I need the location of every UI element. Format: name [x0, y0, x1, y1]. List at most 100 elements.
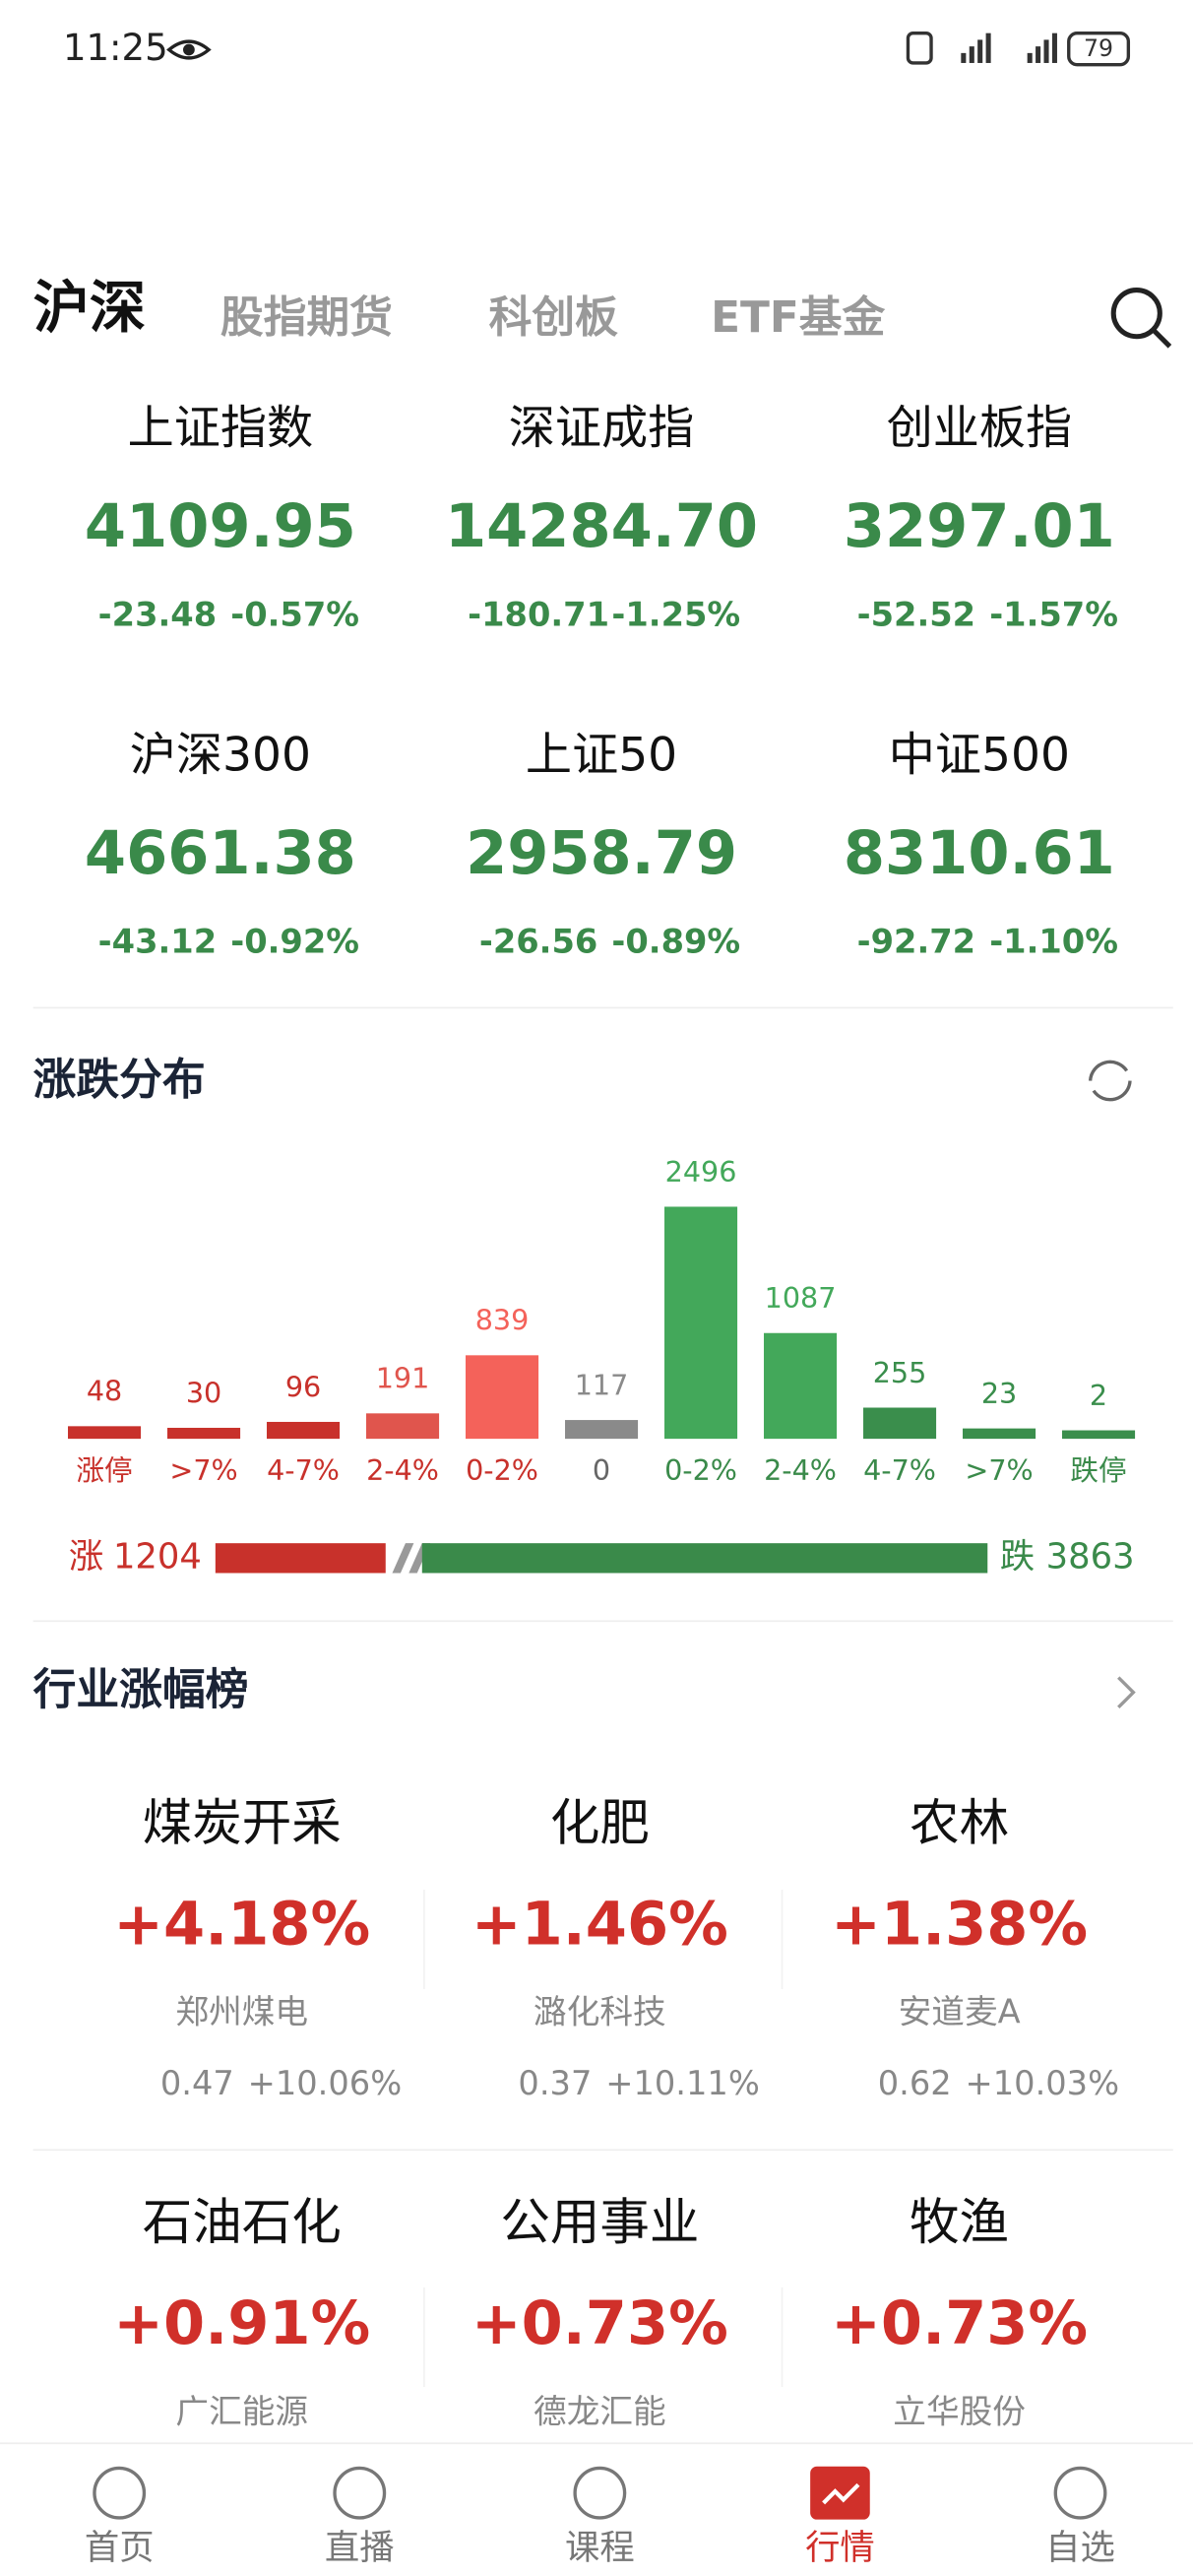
- stock-pct: +10.03%: [966, 2064, 1120, 2102]
- bar: [565, 1420, 639, 1440]
- up-count: 1204: [113, 1536, 202, 1577]
- index-pct: -1.57%: [989, 596, 1118, 634]
- nav-icon: [810, 2466, 870, 2520]
- index-pct: -0.92%: [230, 922, 359, 960]
- index-value: 4661.38: [85, 819, 356, 888]
- bar-value: 30: [186, 1376, 221, 1409]
- index-pct: -1.10%: [989, 922, 1118, 960]
- down-bar: [421, 1543, 988, 1574]
- bar-category: >7%: [965, 1453, 1033, 1487]
- bar: [764, 1332, 838, 1440]
- index-pct: -0.57%: [230, 596, 359, 634]
- industry-pct: +4.18%: [113, 1890, 370, 1959]
- index-name[interactable]: 沪深300: [130, 728, 311, 782]
- stock-pct: +10.06%: [248, 2064, 403, 2102]
- bar-category: 4-7%: [267, 1453, 340, 1487]
- industry-name[interactable]: 石油石化: [143, 2193, 342, 2251]
- leading-stock: 广汇能源: [175, 2392, 308, 2430]
- index-value: 14284.70: [445, 492, 758, 561]
- index-change: -180.71: [468, 596, 609, 634]
- bar: [1062, 1430, 1136, 1440]
- tab[interactable]: 股指期货: [220, 292, 393, 343]
- leading-stock: 立华股份: [893, 2392, 1026, 2430]
- index-change: -43.12: [98, 922, 217, 960]
- industry-pct: +0.73%: [831, 2289, 1088, 2358]
- bar-value: 191: [376, 1362, 430, 1395]
- leading-stock: 安道麦A: [899, 1993, 1021, 2031]
- index-value: 3297.01: [844, 492, 1115, 561]
- search-icon: [1151, 328, 1172, 349]
- index-pct: -1.25%: [611, 596, 740, 634]
- index-name[interactable]: 上证指数: [128, 402, 314, 456]
- tab[interactable]: 科创板: [489, 292, 619, 343]
- bar-value: 48: [87, 1375, 122, 1408]
- nav-icon: [822, 2482, 860, 2505]
- leading-stock: 郑州煤电: [175, 1993, 308, 2031]
- eye-icon: [183, 43, 195, 56]
- stock-price: 0.47: [160, 2064, 234, 2102]
- bar-category: 0: [593, 1453, 610, 1487]
- nav-icon: [93, 2466, 147, 2520]
- industry-pct: +0.73%: [471, 2289, 728, 2358]
- bar-value: 2496: [665, 1155, 737, 1189]
- industry-name[interactable]: 牧渔: [910, 2193, 1009, 2251]
- bar: [167, 1427, 241, 1440]
- bar-category: 0-2%: [466, 1453, 538, 1487]
- bar-category: >7%: [169, 1453, 237, 1487]
- down-count: 3863: [1046, 1536, 1135, 1577]
- nav-label[interactable]: 首页: [85, 2528, 155, 2568]
- industry-name[interactable]: 公用事业: [500, 2193, 699, 2251]
- nav-label[interactable]: 行情: [805, 2528, 875, 2568]
- tab[interactable]: 沪深: [33, 276, 146, 341]
- nav-icon: [333, 2466, 387, 2520]
- bar-value: 117: [575, 1368, 629, 1401]
- nav-bar: [0, 2443, 1193, 2576]
- nav-label[interactable]: 直播: [325, 2528, 395, 2568]
- bar-category: 跌停: [1070, 1453, 1126, 1487]
- chevron[interactable]: [1117, 1676, 1136, 1709]
- refresh-icon[interactable]: [1088, 1060, 1132, 1102]
- nav-label[interactable]: 课程: [565, 2528, 635, 2568]
- bar: [267, 1421, 341, 1440]
- up-label: 涨: [69, 1536, 103, 1577]
- bar-category: 2-4%: [366, 1453, 439, 1487]
- section-title: 行业涨幅榜: [33, 1665, 249, 1715]
- industry-pct: +0.91%: [113, 2289, 370, 2358]
- index-change: -26.56: [479, 922, 597, 960]
- index-value: 4109.95: [85, 492, 356, 561]
- search-icon[interactable]: [1110, 288, 1162, 340]
- time: 11:25: [63, 27, 168, 69]
- signal-icons: [906, 31, 1057, 65]
- stock-pct: +10.11%: [605, 2064, 760, 2102]
- stock-price: 0.37: [518, 2064, 592, 2102]
- industry-name[interactable]: 煤炭开采: [143, 1794, 342, 1852]
- up-bar: [215, 1543, 386, 1574]
- index-change: -23.48: [98, 596, 217, 634]
- bar-category: 4-7%: [863, 1453, 936, 1487]
- index-name[interactable]: 上证50: [526, 728, 677, 782]
- bar: [68, 1426, 142, 1440]
- bar: [863, 1407, 937, 1440]
- industry-name[interactable]: 农林: [910, 1794, 1009, 1852]
- eye-icon: [166, 39, 212, 60]
- bar: [664, 1206, 738, 1440]
- index-name[interactable]: 创业板指: [887, 402, 1073, 456]
- battery-level: 79: [1084, 34, 1113, 62]
- leading-stock: 德龙汇能: [534, 2392, 666, 2430]
- section-title: 涨跌分布: [33, 1055, 206, 1105]
- index-name[interactable]: 中证500: [889, 728, 1070, 782]
- index-name[interactable]: 深证成指: [509, 402, 695, 456]
- bar-value: 2: [1090, 1379, 1107, 1412]
- bar-value: 96: [285, 1370, 321, 1403]
- industry-name[interactable]: 化肥: [550, 1794, 650, 1852]
- separator: [392, 1543, 431, 1574]
- bar-category: 涨停: [76, 1453, 132, 1487]
- bar-value: 839: [475, 1304, 530, 1337]
- tab[interactable]: ETF基金: [711, 292, 885, 343]
- battery: [1067, 31, 1131, 67]
- stock-price: 0.62: [878, 2064, 952, 2102]
- nav-label[interactable]: 自选: [1045, 2528, 1115, 2568]
